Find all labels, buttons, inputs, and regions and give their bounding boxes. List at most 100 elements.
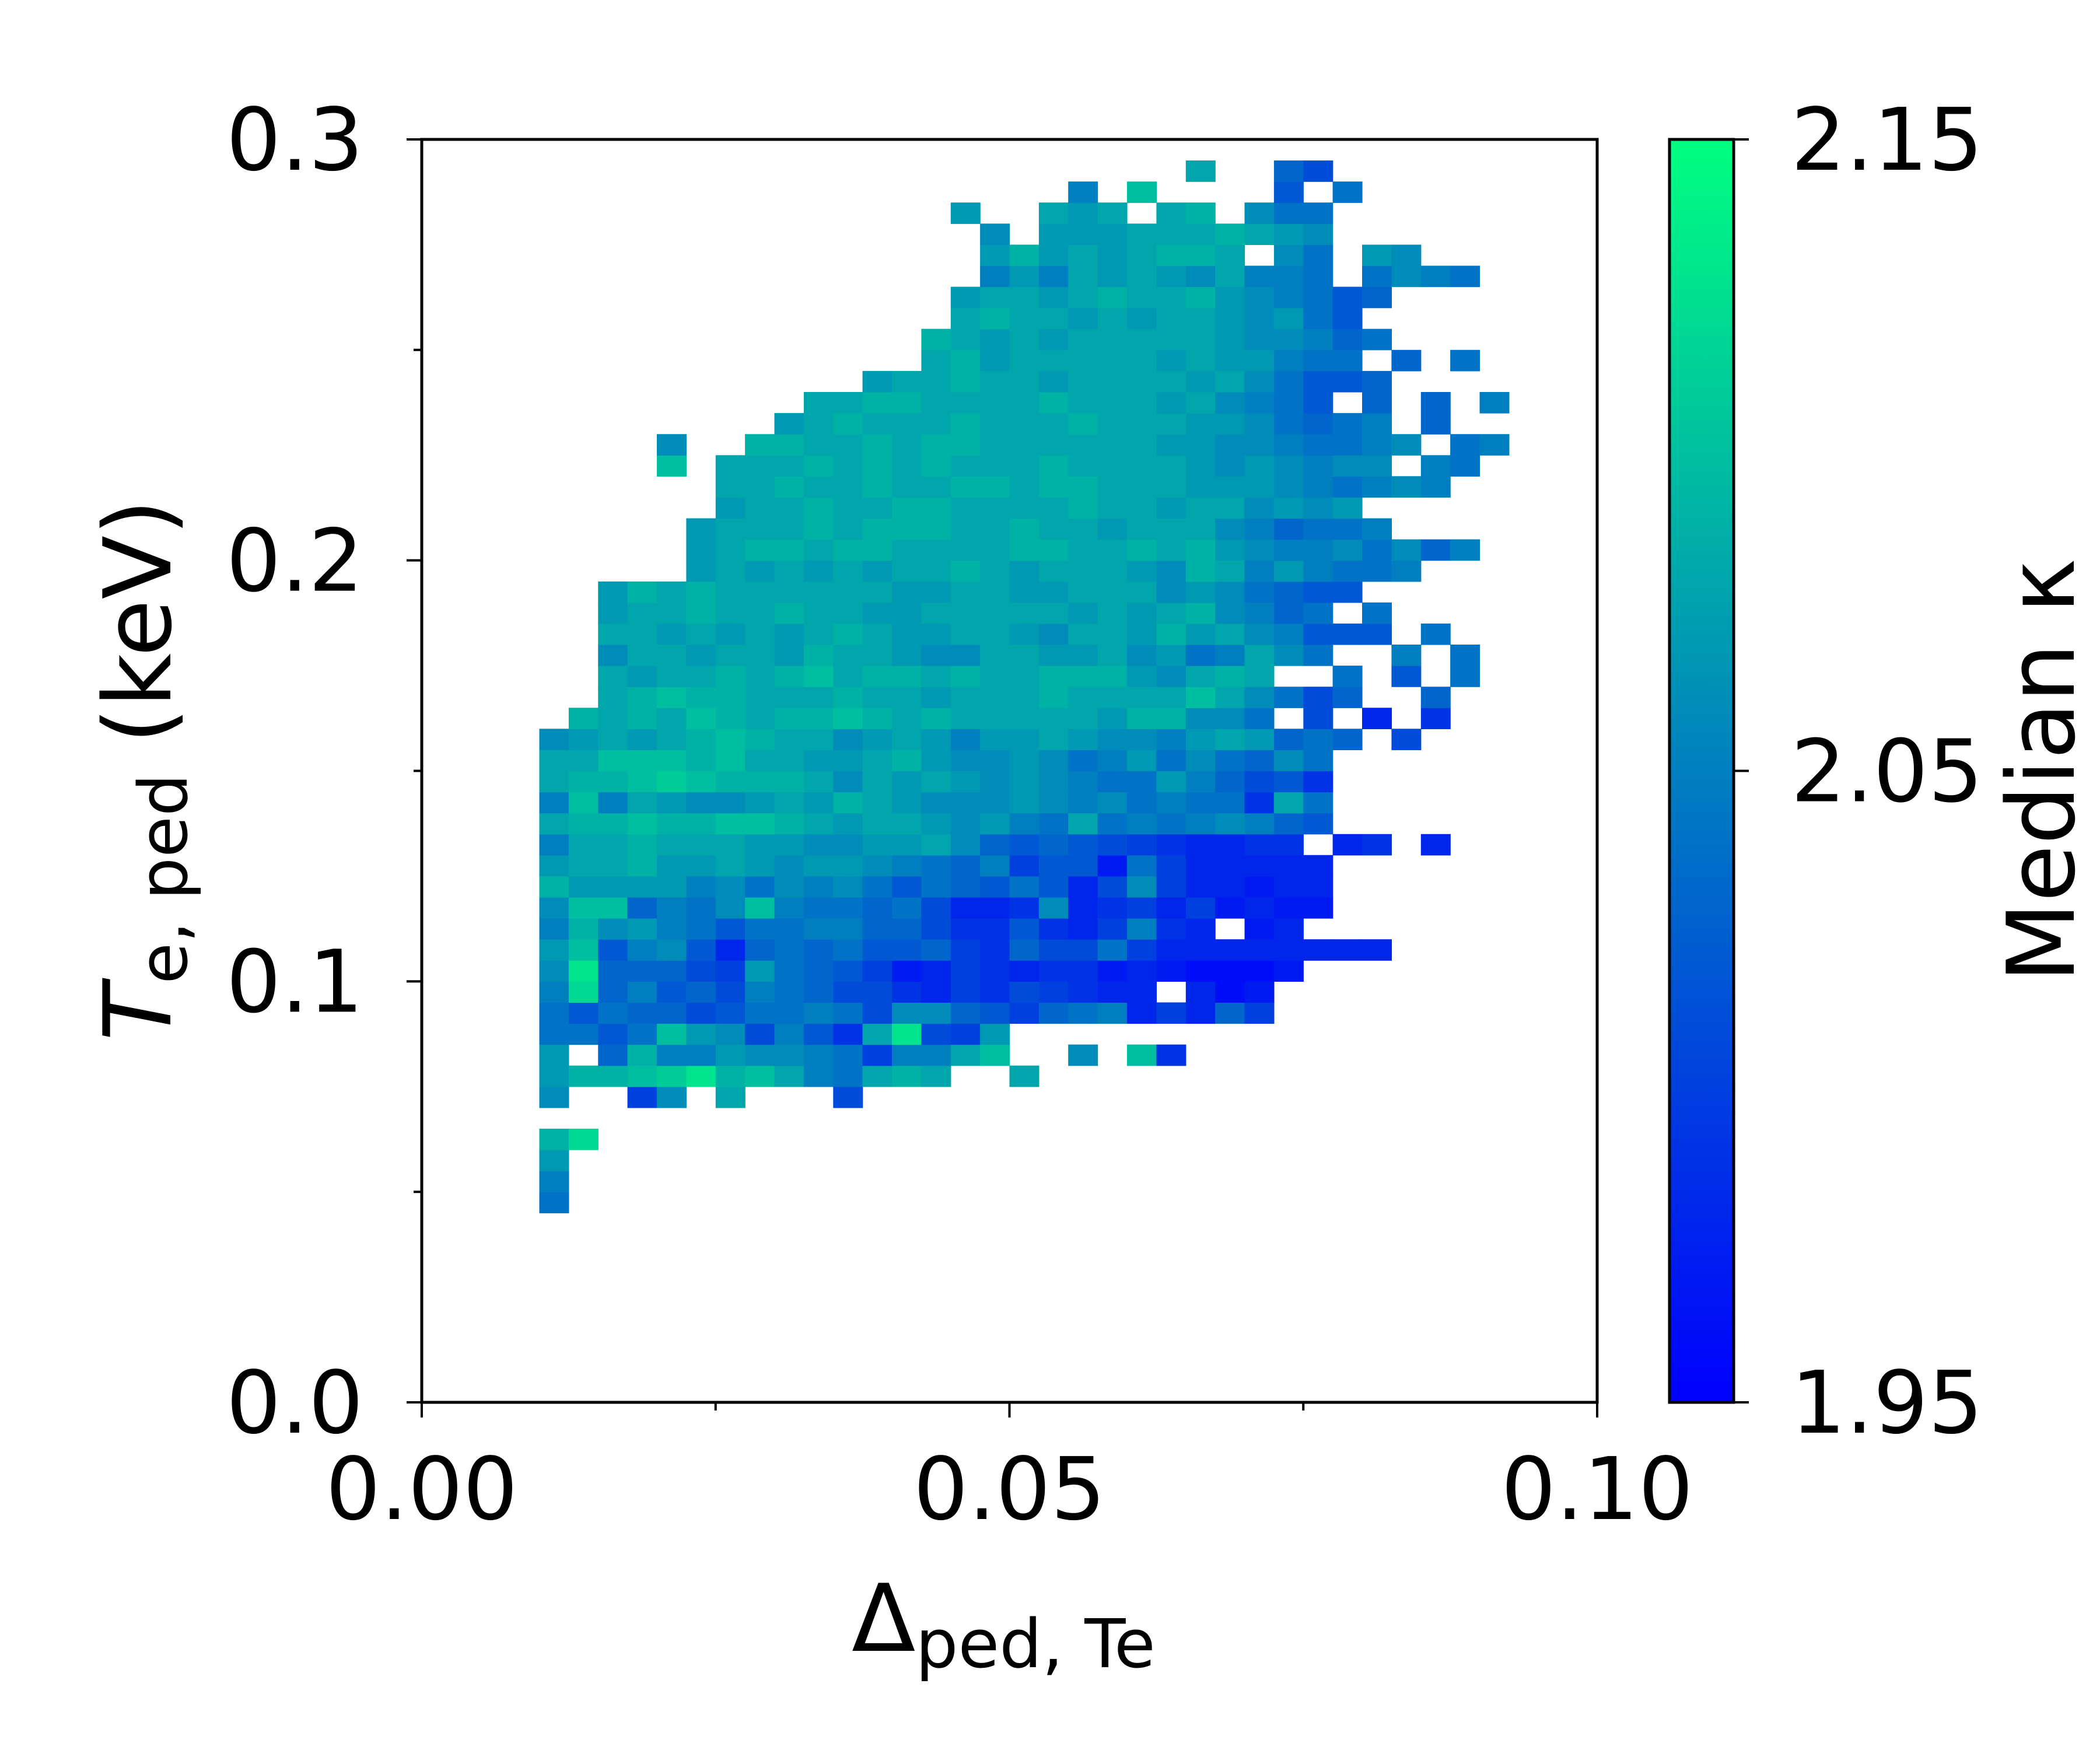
- heatmap-cell: [686, 1044, 716, 1066]
- heatmap-cell: [1273, 729, 1304, 750]
- heatmap-cell: [1303, 223, 1334, 245]
- heatmap-cell: [715, 687, 746, 708]
- heatmap-cell: [1362, 560, 1392, 582]
- heatmap-cell: [1332, 181, 1363, 203]
- heatmap-cell: [1215, 518, 1245, 540]
- heatmap-cell: [1156, 855, 1186, 877]
- heatmap-cell: [1362, 328, 1392, 351]
- heatmap-cell: [1362, 370, 1392, 393]
- heatmap-cell: [745, 792, 775, 814]
- heatmap-cell: [539, 1171, 569, 1192]
- heatmap-cell: [1303, 160, 1334, 182]
- heatmap-cell: [833, 413, 863, 435]
- heatmap-cell: [803, 834, 834, 856]
- heatmap-cell: [1479, 392, 1510, 414]
- heatmap-cell: [627, 1044, 657, 1066]
- heatmap-cell: [980, 265, 1010, 288]
- heatmap-cell: [686, 729, 716, 750]
- heatmap-cell: [1273, 792, 1304, 814]
- heatmap-cell: [1273, 539, 1304, 561]
- heatmap-cell: [715, 623, 746, 645]
- heatmap-cell: [950, 855, 981, 877]
- heatmap-cell: [627, 960, 657, 982]
- heatmap-cell: [1038, 244, 1069, 267]
- heatmap-cell: [774, 476, 804, 498]
- heatmap-cell: [715, 602, 746, 624]
- heatmap-cell: [803, 981, 834, 1003]
- heatmap-cell: [1332, 349, 1363, 372]
- heatmap-cell: [862, 645, 892, 666]
- heatmap-cell: [598, 771, 628, 793]
- heatmap-cell: [715, 539, 746, 561]
- heatmap-cell: [921, 1065, 951, 1087]
- heatmap-cell: [1068, 518, 1098, 540]
- heatmap-cell: [980, 708, 1010, 729]
- heatmap-cell: [1097, 981, 1128, 1003]
- heatmap-cell: [1185, 539, 1216, 561]
- heatmap-cell: [1303, 539, 1334, 561]
- heatmap-cell: [745, 855, 775, 877]
- heatmap-cell: [627, 813, 657, 835]
- heatmap-cell: [1068, 328, 1098, 351]
- heatmap-cell: [627, 687, 657, 708]
- heatmap-cell: [1244, 687, 1275, 708]
- heatmap-cell: [1185, 960, 1216, 982]
- heatmap-cell: [1273, 771, 1304, 793]
- heatmap-cell: [1068, 392, 1098, 414]
- heatmap-cell: [598, 1065, 628, 1087]
- heatmap-cell: [774, 645, 804, 666]
- heatmap-cell: [1303, 476, 1334, 498]
- heatmap-cell: [627, 771, 657, 793]
- heatmap-cell: [1332, 286, 1363, 309]
- heatmap-cell: [686, 581, 716, 603]
- heatmap-cell: [686, 623, 716, 645]
- heatmap-cell: [1185, 392, 1216, 414]
- heatmap-cell: [774, 623, 804, 645]
- heatmap-cell: [892, 981, 922, 1003]
- heatmap-cell: [862, 476, 892, 498]
- heatmap-cell: [1097, 370, 1128, 393]
- heatmap-cell: [833, 623, 863, 645]
- heatmap-cell: [950, 939, 981, 961]
- heatmap-cell: [598, 813, 628, 835]
- heatmap-cell: [1332, 455, 1363, 477]
- heatmap-cell: [980, 771, 1010, 793]
- heatmap-cell: [1156, 623, 1186, 645]
- heatmap-cell: [1420, 476, 1451, 498]
- heatmap-cell: [774, 792, 804, 814]
- heatmap-cell: [980, 1002, 1010, 1024]
- heatmap-cell: [598, 939, 628, 961]
- heatmap-cell: [1185, 876, 1216, 898]
- heatmap-cell: [1038, 307, 1069, 330]
- heatmap-cell: [980, 813, 1010, 835]
- heatmap-cell: [921, 392, 951, 414]
- heatmap-cell: [803, 1023, 834, 1045]
- heatmap-cell: [1420, 708, 1451, 729]
- heatmap-cell: [1362, 518, 1392, 540]
- heatmap-cell: [1127, 792, 1157, 814]
- heatmap-cell: [1273, 307, 1304, 330]
- heatmap-cell: [803, 792, 834, 814]
- heatmap-cell: [1303, 602, 1334, 624]
- heatmap-cell: [1068, 771, 1098, 793]
- heatmap-cell: [627, 855, 657, 877]
- heatmap-cell: [862, 1065, 892, 1087]
- heatmap-cell: [803, 897, 834, 919]
- heatmap-cell: [803, 518, 834, 540]
- heatmap-cell: [1068, 349, 1098, 372]
- heatmap-cell: [1068, 729, 1098, 750]
- heatmap-cell: [715, 1023, 746, 1045]
- heatmap-cell: [539, 1065, 569, 1087]
- heatmap-cell: [1097, 792, 1128, 814]
- heatmap-cell: [1127, 581, 1157, 603]
- heatmap-cell: [1215, 1002, 1245, 1024]
- heatmap-cell: [774, 729, 804, 750]
- heatmap-cell: [1127, 960, 1157, 982]
- heatmap-cell: [950, 539, 981, 561]
- heatmap-cell: [1009, 645, 1040, 666]
- heatmap-cell: [1156, 897, 1186, 919]
- heatmap-cell: [921, 897, 951, 919]
- heatmap-cell: [774, 813, 804, 835]
- heatmap-cell: [1303, 939, 1334, 961]
- heatmap-cell: [627, 623, 657, 645]
